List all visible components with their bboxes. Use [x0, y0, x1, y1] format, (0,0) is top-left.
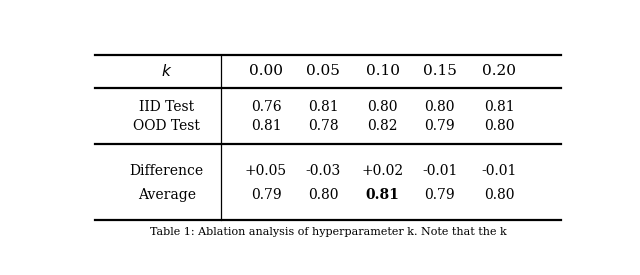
Text: 0.81: 0.81 — [251, 119, 282, 133]
Text: +0.02: +0.02 — [362, 164, 404, 178]
Text: 0.80: 0.80 — [484, 188, 515, 202]
Text: -0.03: -0.03 — [305, 164, 340, 178]
Text: 0.78: 0.78 — [308, 119, 339, 133]
Text: 0.79: 0.79 — [424, 119, 455, 133]
Text: 0.20: 0.20 — [482, 64, 516, 78]
Text: 0.00: 0.00 — [249, 64, 283, 78]
Text: 0.15: 0.15 — [422, 64, 456, 78]
Text: +0.05: +0.05 — [245, 164, 287, 178]
Text: 0.79: 0.79 — [251, 188, 282, 202]
Text: IID Test: IID Test — [140, 100, 195, 114]
Text: 0.05: 0.05 — [306, 64, 340, 78]
Text: 0.80: 0.80 — [424, 100, 455, 114]
Text: -0.01: -0.01 — [422, 164, 458, 178]
Text: OOD Test: OOD Test — [133, 119, 200, 133]
Text: 0.82: 0.82 — [367, 119, 398, 133]
Text: 0.81: 0.81 — [365, 188, 399, 202]
Text: 0.80: 0.80 — [308, 188, 339, 202]
Text: Difference: Difference — [130, 164, 204, 178]
Text: 0.81: 0.81 — [308, 100, 339, 114]
Text: 0.76: 0.76 — [251, 100, 282, 114]
Text: $k$: $k$ — [161, 63, 172, 79]
Text: 0.80: 0.80 — [367, 100, 398, 114]
Text: 0.80: 0.80 — [484, 119, 515, 133]
Text: 0.81: 0.81 — [484, 100, 515, 114]
Text: -0.01: -0.01 — [481, 164, 517, 178]
Text: Average: Average — [138, 188, 196, 202]
Text: Table 1: Ablation analysis of hyperparameter k. Note that the k: Table 1: Ablation analysis of hyperparam… — [150, 227, 506, 237]
Text: 0.79: 0.79 — [424, 188, 455, 202]
Text: 0.10: 0.10 — [365, 64, 399, 78]
